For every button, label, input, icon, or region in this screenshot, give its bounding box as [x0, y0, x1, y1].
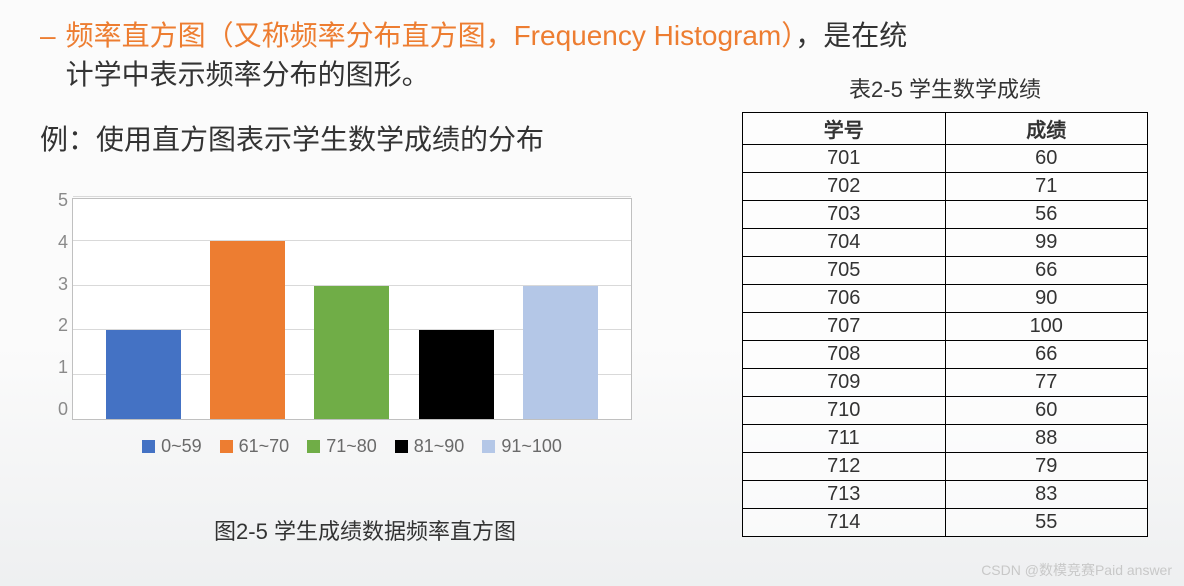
slide-root: – 频率直方图（又称频率分布直方图，Frequency Histogram），是… [0, 0, 1184, 586]
table-header-row: 学号 成绩 [743, 113, 1148, 145]
table-cell: 55 [945, 509, 1148, 537]
table-cell: 712 [743, 453, 946, 481]
table-cell: 56 [945, 201, 1148, 229]
col-header-score: 成绩 [945, 113, 1148, 145]
legend-label: 71~80 [326, 436, 377, 457]
bars-container [73, 199, 631, 419]
legend-swatch [482, 440, 495, 453]
legend-label: 91~100 [501, 436, 562, 457]
legend-swatch [395, 440, 408, 453]
y-axis: 5 4 3 2 1 0 [40, 190, 68, 420]
table-cell: 71 [945, 173, 1148, 201]
table-row: 707100 [743, 313, 1148, 341]
table-cell: 701 [743, 145, 946, 173]
heading-line2: 计学中表示频率分布的图形。 [66, 59, 430, 90]
table-row: 71188 [743, 425, 1148, 453]
y-tick-label: 4 [58, 232, 68, 253]
table-cell: 100 [945, 313, 1148, 341]
table-cell: 83 [945, 481, 1148, 509]
legend-item: 91~100 [482, 436, 562, 457]
legend-swatch [307, 440, 320, 453]
table-cell: 704 [743, 229, 946, 257]
chart-column: 5 4 3 2 1 0 0~59 61~70 71~80 81~90 91~100 图2-5 学生… [40, 190, 660, 546]
table-cell: 707 [743, 313, 946, 341]
table-row: 70499 [743, 229, 1148, 257]
y-tick-label: 1 [58, 357, 68, 378]
table-cell: 710 [743, 397, 946, 425]
table-row: 71383 [743, 481, 1148, 509]
table-column: 表2-5 学生数学成绩 学号 成绩 7016070271703567049970… [742, 72, 1148, 537]
legend-row: 0~59 61~70 71~80 81~90 91~100 [72, 436, 632, 457]
legend-swatch [220, 440, 233, 453]
table-row: 70356 [743, 201, 1148, 229]
legend-label: 0~59 [161, 436, 202, 457]
table-cell: 90 [945, 285, 1148, 313]
bullet-dash: – [40, 16, 56, 55]
legend-item: 81~90 [395, 436, 465, 457]
plot-area [72, 198, 632, 420]
y-tick-label: 5 [58, 190, 68, 211]
table-row: 71060 [743, 397, 1148, 425]
table-cell: 705 [743, 257, 946, 285]
legend-item: 0~59 [142, 436, 202, 457]
table-row: 70690 [743, 285, 1148, 313]
table-cell: 66 [945, 257, 1148, 285]
table-cell: 77 [945, 369, 1148, 397]
table-cell: 713 [743, 481, 946, 509]
table-cell: 99 [945, 229, 1148, 257]
table-cell: 714 [743, 509, 946, 537]
table-row: 70566 [743, 257, 1148, 285]
table-cell: 708 [743, 341, 946, 369]
table-cell: 79 [945, 453, 1148, 481]
table-cell: 706 [743, 285, 946, 313]
legend-item: 71~80 [307, 436, 377, 457]
table-cell: 711 [743, 425, 946, 453]
bar [314, 286, 389, 419]
table-row: 70271 [743, 173, 1148, 201]
histogram-chart: 5 4 3 2 1 0 0~59 61~70 71~80 81~90 91~100 [40, 190, 640, 460]
table-cell: 60 [945, 145, 1148, 173]
table-cell: 709 [743, 369, 946, 397]
bar [523, 286, 598, 419]
legend-label: 61~70 [239, 436, 290, 457]
table-title: 表2-5 学生数学成绩 [742, 72, 1148, 104]
bar [210, 241, 285, 419]
chart-caption: 图2-5 学生成绩数据频率直方图 [70, 514, 660, 546]
table-row: 71279 [743, 453, 1148, 481]
legend-item: 61~70 [220, 436, 290, 457]
table-row: 70977 [743, 369, 1148, 397]
table-cell: 703 [743, 201, 946, 229]
legend-swatch [142, 440, 155, 453]
bar [106, 330, 181, 419]
table-row: 71455 [743, 509, 1148, 537]
table-row: 70866 [743, 341, 1148, 369]
watermark-text: CSDN @数模竞赛Paid answer [981, 560, 1172, 580]
y-tick-label: 0 [58, 399, 68, 420]
heading-highlight: 频率直方图（又称频率分布直方图，Frequency Histogram） [66, 20, 796, 51]
heading-rest-prefix: ，是在统 [795, 20, 907, 51]
table-row: 70160 [743, 145, 1148, 173]
table-cell: 66 [945, 341, 1148, 369]
y-tick-label: 2 [58, 315, 68, 336]
scores-table: 学号 成绩 7016070271703567049970566706907071… [742, 112, 1148, 537]
table-cell: 88 [945, 425, 1148, 453]
legend-label: 81~90 [414, 436, 465, 457]
table-cell: 60 [945, 397, 1148, 425]
y-tick-label: 3 [58, 274, 68, 295]
table-cell: 702 [743, 173, 946, 201]
gridline [73, 196, 631, 197]
col-header-id: 学号 [743, 113, 946, 145]
bar [419, 330, 494, 419]
